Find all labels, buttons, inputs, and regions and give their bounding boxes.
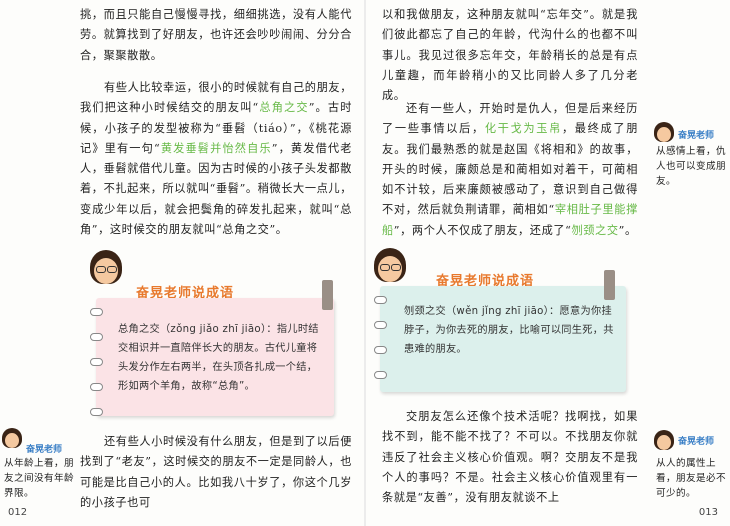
idiom-highlight: 宰相肚子里能撑船 [382, 203, 638, 237]
binder-rings [90, 308, 104, 433]
right-page: 013 [365, 0, 730, 526]
side-note-left-bottom: 奋晃老师 从年龄上看，朋友之间没有年龄界限。 [0, 428, 78, 499]
binder-rings [374, 296, 388, 396]
left-paragraph-3: 还有些人小时候没有什么朋友，但是到了以后便找到了“老友”，这时候交的朋友不一定是… [80, 435, 352, 509]
box-card: 总角之交（zǒng jiǎo zhī jiāo）：指儿时结交相识并一直陪伴长大的… [90, 298, 334, 416]
idiom-highlight: 黄发垂髫并怡然自乐 [160, 141, 272, 155]
teacher-avatar [654, 122, 676, 146]
side-note-text: 从感情上看，仇人也可以变成朋友。 [656, 146, 726, 187]
idiom-box-left: 奋晃老师说成语 总角之交（zǒng jiǎo zhī jiāo）：指儿时结交相识… [88, 250, 340, 420]
paper-clip [604, 270, 615, 300]
side-note-right-top: 奋晃老师 从感情上看，仇人也可以变成朋友。 [652, 122, 730, 192]
left-paragraph-1: 挑，而且只能自己慢慢寻找，细细挑选，没有人能代劳。就算找到了好朋友，也许还会吵吵… [80, 8, 352, 62]
teacher-label: 奋晃老师 [678, 131, 715, 141]
box-title: 奋晃老师说成语 [436, 274, 535, 289]
side-note-text: 从人的属性上看，朋友是必不可少的。 [656, 458, 726, 499]
box-card: 刎颈之交（wěn jǐng zhī jiāo）：愿意为你挂脖子，为你去死的朋友，… [374, 286, 626, 392]
side-note-right-bottom: 奋晃老师 从人的属性上看，朋友是必不可少的。 [652, 430, 730, 500]
teacher-avatar [654, 430, 676, 454]
idiom-highlight: 刎颈之交 [571, 223, 619, 237]
teacher-avatar [372, 248, 408, 288]
box-text: 刎颈之交（wěn jǐng zhī jiāo）：愿意为你挂脖子，为你去死的朋友，… [404, 306, 614, 355]
teacher-label: 奋晃老师 [678, 437, 715, 447]
idiom-highlight: 化干戈为玉帛 [484, 122, 562, 136]
teacher-avatar [2, 428, 24, 452]
right-paragraph-2: 还有一些人，开始时是仇人，但是后来经历了一些事情以后，化干戈为玉帛，最终成了朋友… [382, 102, 638, 237]
left-page: 挑，而且只能自己慢慢寻找，细细挑选，没有人能代劳。就算找到了好朋友，也许还会吵吵… [8, 8, 353, 518]
side-note-text: 从年龄上看，朋友之间没有年龄界限。 [4, 458, 74, 499]
box-title: 奋晃老师说成语 [136, 286, 235, 301]
page-gutter [364, 0, 366, 526]
right-paragraph-1: 以和我做朋友，这种朋友就叫“忘年交”。就是我们彼此都忘了自己的年龄，代沟什么的也… [382, 8, 638, 103]
idiom-box-right: 奋晃老师说成语 刎颈之交（wěn jǐng zhī jiāo）：愿意为你挂脖子，… [372, 248, 634, 398]
box-text: 总角之交（zǒng jiǎo zhī jiāo）：指儿时结交相识并一直陪伴长大的… [118, 324, 319, 392]
idiom-highlight: 总角之交 [258, 101, 309, 115]
teacher-avatar [88, 250, 124, 290]
page-number-right: 013 [698, 507, 718, 518]
page-number-left: 012 [8, 507, 28, 518]
right-paragraph-3: 交朋友怎么还像个技术活呢？找啊找，如果找不到，能不能不找了？不可以。不找朋友你就… [382, 410, 638, 505]
left-paragraph-2: 有些人比较幸运，很小的时候就有自己的朋友，我们把这种小时候结交的朋友叫“总角之交… [80, 81, 353, 237]
paper-clip [322, 280, 333, 310]
teacher-label: 奋晃老师 [26, 445, 63, 455]
